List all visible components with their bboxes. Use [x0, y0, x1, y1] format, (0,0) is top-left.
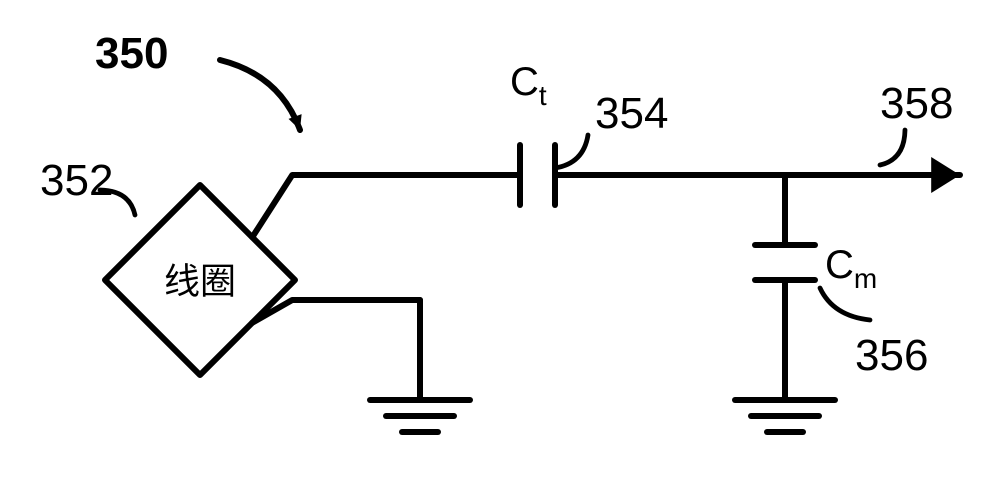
wire: C [510, 60, 539, 104]
figure-pointer-arrowhead [289, 114, 302, 130]
figure-pointer-arrow [220, 60, 300, 130]
ref-352: 352 [40, 156, 113, 205]
wire-coil-top [252, 175, 420, 237]
sym-cm: Cm [825, 243, 877, 294]
coil-label-text: 线圈 [164, 261, 236, 302]
output-arrowhead [931, 157, 960, 193]
sym-ct: Ct [510, 60, 547, 111]
ref-356: 356 [855, 331, 928, 380]
wire-coil-bot [252, 300, 420, 323]
figure-ref-350: 350 [95, 29, 168, 78]
wire: C [825, 243, 854, 287]
leader-out-ref [880, 130, 905, 165]
ref-354: 354 [595, 89, 668, 138]
ref-358: 358 [880, 79, 953, 128]
leader-ct-ref [555, 135, 588, 168]
wire: m [854, 263, 877, 294]
wire: t [539, 80, 547, 111]
